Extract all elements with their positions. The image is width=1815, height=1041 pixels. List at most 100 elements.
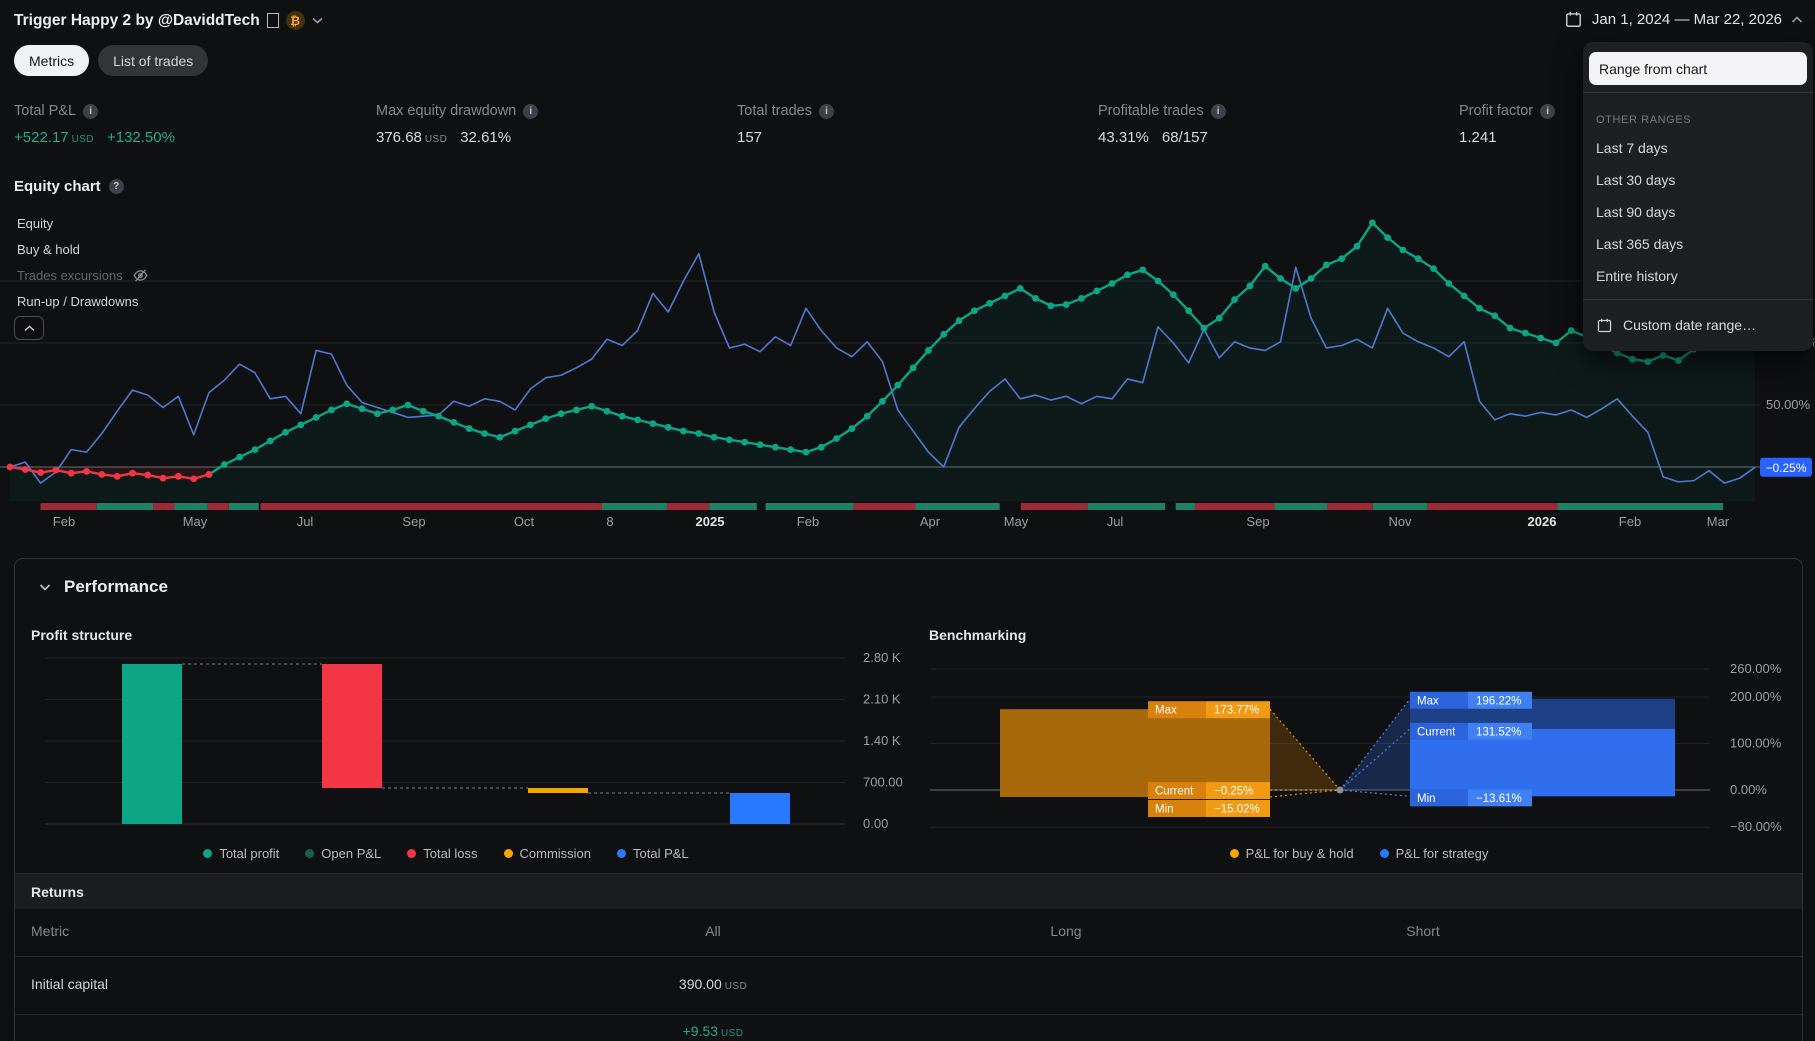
svg-text:Feb: Feb [53,514,75,529]
info-icon[interactable]: i [1210,103,1226,119]
stat-value: 1.241 [1459,129,1497,146]
legend-label: Run-up / Drawdowns [17,293,139,309]
benchmarking-legend: P&L for buy & hold P&L for strategy [916,846,1802,861]
legend-item: P&L for strategy [1379,846,1488,861]
info-icon[interactable]: i [818,103,834,119]
table-row-initial-capital[interactable]: Initial capital 390.00 USD [15,956,1802,1015]
svg-text:Jul: Jul [1107,514,1124,529]
returns-section-header[interactable]: Returns [15,873,1802,909]
svg-text:2026: 2026 [1528,514,1557,529]
legend-label: Equity [17,215,54,231]
legend-dot [1379,849,1389,858]
svg-text:2.10 K: 2.10 K [863,691,901,706]
stat-unit: USD [424,134,448,145]
returns-table-header: Metric All Long Short [15,909,1802,957]
info-icon[interactable]: i [83,103,99,119]
tab-list-of-trades[interactable]: List of trades [98,45,209,76]
legend-item-equity[interactable]: Equity [14,212,56,234]
range-option-last-90-days[interactable]: Last 90 days [1596,204,1676,220]
svg-text:May: May [183,514,208,529]
svg-text:131.52%: 131.52% [1476,726,1521,738]
svg-text:700.00: 700.00 [863,774,903,789]
eye-off-icon [133,268,148,282]
legend-dot [407,849,417,858]
stat-label: Profitable trades [1098,103,1204,119]
info-icon[interactable]: i [523,103,539,119]
stat-max-drawdown: Max equity drawdown i 376.68 USD 32.61% [376,103,539,146]
profit-structure-title: Profit structure [31,627,133,643]
svg-text:Max: Max [1155,705,1177,717]
legend-dot [617,849,627,858]
performance-card: Performance Profit structure 2.80 K 2.10 … [14,558,1803,1041]
svg-text:Min: Min [1417,793,1436,805]
custom-range-label: Custom date range… [1623,317,1757,333]
svg-text:Sep: Sep [402,514,425,529]
stat-total-pnl: Total P&L i +522.17 USD +132.50% [14,103,175,146]
stat-label: Max equity drawdown [376,103,517,119]
stat-extra: 68/157 [1161,129,1208,146]
stat-total-trades: Total trades i 157 [737,103,834,146]
equity-chart[interactable]: Feb May Jul Sep Oct 8 2025 Feb Apr May Jul Sep Nov 20… [0,185,1815,530]
range-option-entire-history[interactable]: Entire history [1596,268,1678,284]
bitcoin-coin-icon: ₿ [285,11,305,30]
date-range-control[interactable]: Jan 1, 2024 — Mar 22, 2026 [1564,10,1803,29]
legend-item: P&L for buy & hold [1229,846,1354,861]
chevron-down-icon[interactable] [312,17,323,24]
svg-text:Mar: Mar [1707,514,1730,529]
chevron-down-icon [39,584,51,591]
stat-value: 376.68 [376,129,422,146]
svg-text:Sep: Sep [1246,514,1269,529]
date-range-menu: Range from chart OTHER RANGES Last 7 day… [1583,42,1813,351]
svg-text:8: 8 [606,514,613,529]
legend-label: Trades excursions [17,267,123,283]
calendar-icon [1565,11,1581,27]
svg-text:2025: 2025 [696,514,725,529]
collapse-legend-button[interactable] [14,316,44,340]
chevron-up-icon [1791,15,1803,23]
legend-item: Commission [503,846,591,861]
stat-label: Profit factor [1459,103,1534,119]
info-icon[interactable]: i [1540,103,1556,119]
help-icon[interactable]: ? [108,179,124,194]
range-option-last-30-days[interactable]: Last 30 days [1596,172,1676,188]
stat-value: 43.31% [1098,129,1149,146]
range-option-from-chart[interactable]: Range from chart [1589,52,1807,85]
row-value-all: +9.53 USD [682,1023,744,1039]
svg-text:−80.00%: −80.00% [1730,819,1782,834]
view-tabs: Metrics List of trades [14,45,209,76]
range-option-custom[interactable]: Custom date range… [1583,307,1813,343]
range-option-last-7-days[interactable]: Last 7 days [1596,140,1668,156]
svg-text:196.22%: 196.22% [1476,695,1521,707]
col-short: Short [1406,923,1440,939]
menu-group-label: OTHER RANGES [1596,114,1692,126]
legend-item: Open P&L [305,846,381,861]
legend-item-trades-excursions[interactable]: Trades excursions [14,264,152,286]
svg-text:200.00%: 200.00% [1730,689,1782,704]
calendar-icon [1597,318,1612,332]
benchmarking-title: Benchmarking [929,627,1027,643]
row-metric: Initial capital [31,976,109,992]
menu-divider [1583,92,1813,93]
profit-structure-legend: Total profit Open P&L Total loss Commission… [31,846,861,861]
stat-extra: +132.50% [106,129,175,146]
legend-item-runup-drawdowns[interactable]: Run-up / Drawdowns [14,290,141,312]
svg-text:Feb: Feb [1619,514,1641,529]
equity-legend: Equity Buy & hold Trades excursions Run-… [14,212,152,312]
legend-item-buy-hold[interactable]: Buy & hold [14,238,83,260]
legend-dot [203,849,213,858]
range-option-last-365-days[interactable]: Last 365 days [1596,236,1684,252]
svg-text:−13.61%: −13.61% [1476,793,1522,805]
svg-text:−15.02%: −15.02% [1214,803,1260,815]
legend-item: Total loss [407,846,478,861]
returns-title: Returns [31,883,84,900]
col-metric: Metric [31,923,70,939]
svg-text:Apr: Apr [920,514,941,529]
stat-extra: 32.61% [460,129,512,146]
svg-text:173.77%: 173.77% [1214,705,1259,717]
performance-section-header[interactable]: Performance [39,577,168,597]
svg-text:Jul: Jul [297,514,314,529]
row-value-all: 390.00 USD [678,976,748,992]
tab-metrics[interactable]: Metrics [14,45,90,76]
svg-text:260.00%: 260.00% [1730,661,1782,676]
